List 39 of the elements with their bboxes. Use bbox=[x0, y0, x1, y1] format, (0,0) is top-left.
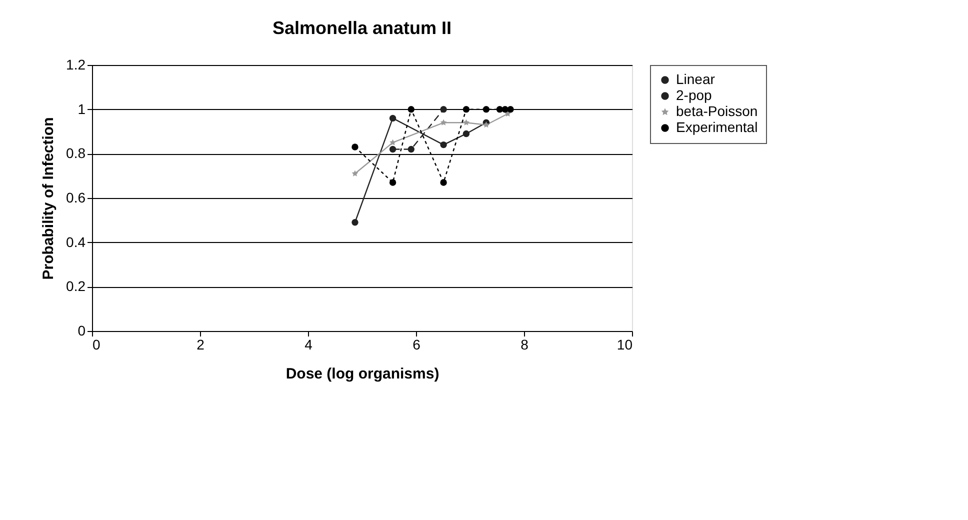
legend-label: Experimental bbox=[676, 119, 758, 135]
x-tick-label: 2 bbox=[196, 336, 205, 352]
point bbox=[462, 106, 470, 113]
point bbox=[408, 106, 414, 113]
legend-label: Linear bbox=[676, 71, 716, 87]
y-axis-title: Probability of Infection bbox=[40, 117, 58, 280]
point bbox=[389, 146, 396, 153]
point bbox=[390, 139, 396, 146]
point bbox=[440, 141, 447, 148]
point bbox=[389, 179, 396, 186]
y-tick-label: 0.6 bbox=[66, 190, 86, 206]
point bbox=[352, 170, 358, 176]
point bbox=[496, 106, 504, 113]
y-tick-label: 0.2 bbox=[66, 278, 86, 294]
point bbox=[389, 114, 396, 122]
point bbox=[463, 119, 470, 126]
y-tick-label: 0.4 bbox=[66, 234, 86, 250]
point bbox=[482, 106, 490, 113]
y-tick-label: 0 bbox=[78, 322, 86, 338]
point bbox=[352, 219, 358, 226]
x-tick-label: 0 bbox=[92, 336, 100, 352]
x-tick-label: 4 bbox=[304, 336, 313, 352]
legend-label: 2-pop bbox=[676, 87, 712, 103]
point bbox=[440, 106, 447, 113]
x-axis-title: Dose (log organisms) bbox=[286, 366, 440, 382]
y-tick-label: 0.8 bbox=[66, 145, 86, 162]
x-tick-label: 8 bbox=[520, 336, 529, 352]
point bbox=[462, 130, 470, 138]
y-tick-label: 1.2 bbox=[66, 56, 86, 72]
point bbox=[352, 144, 358, 150]
y-tick-label: 1 bbox=[78, 100, 86, 117]
point bbox=[440, 119, 447, 126]
legend-label: beta-Poisson bbox=[676, 103, 758, 119]
point bbox=[440, 179, 447, 186]
chart-title: Salmonella anatum II bbox=[272, 18, 452, 38]
point bbox=[408, 146, 414, 153]
x-tick-label: 6 bbox=[412, 336, 421, 352]
point bbox=[507, 106, 514, 113]
x-tick-label: 10 bbox=[616, 336, 633, 352]
